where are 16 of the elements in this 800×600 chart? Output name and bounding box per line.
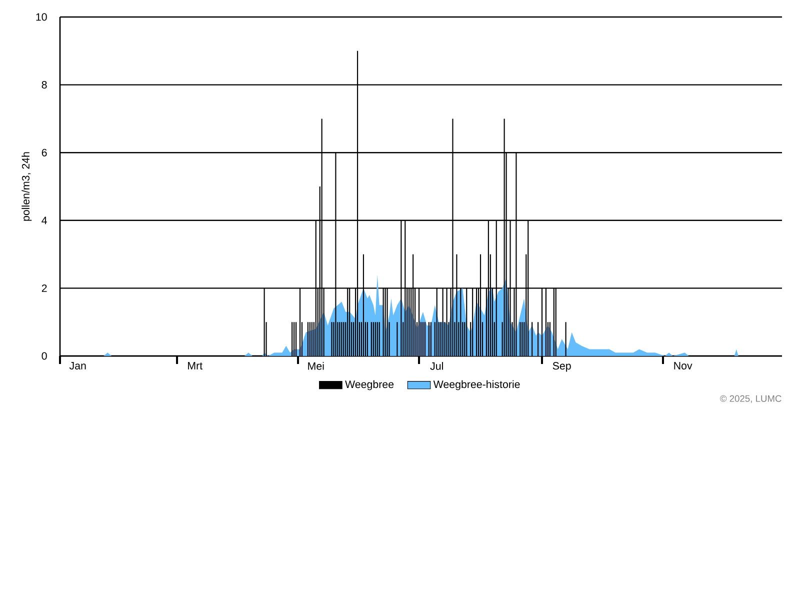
y-tick-label: 0: [42, 352, 47, 360]
x-tick-label: Jul: [430, 362, 443, 370]
x-tick-label: Nov: [674, 362, 692, 370]
y-tick-label: 4: [42, 216, 47, 224]
y-axis-title: pollen/m3, 24h: [22, 152, 32, 221]
y-tick-label: 2: [42, 284, 47, 292]
y-tick-label: 6: [42, 148, 47, 156]
x-tick-label: Mei: [308, 362, 324, 370]
legend-label: Weegbree-historie: [433, 380, 520, 390]
legend-label: Weegbree: [345, 380, 394, 390]
text: © 2025, LUMC: [720, 395, 782, 403]
x-tick-label: Jan: [69, 362, 86, 370]
x-tick-label: Sep: [552, 362, 571, 372]
y-tick-label: 8: [42, 81, 47, 89]
y-tick-label: 10: [36, 13, 47, 21]
x-tick-label: Mrt: [188, 362, 203, 370]
